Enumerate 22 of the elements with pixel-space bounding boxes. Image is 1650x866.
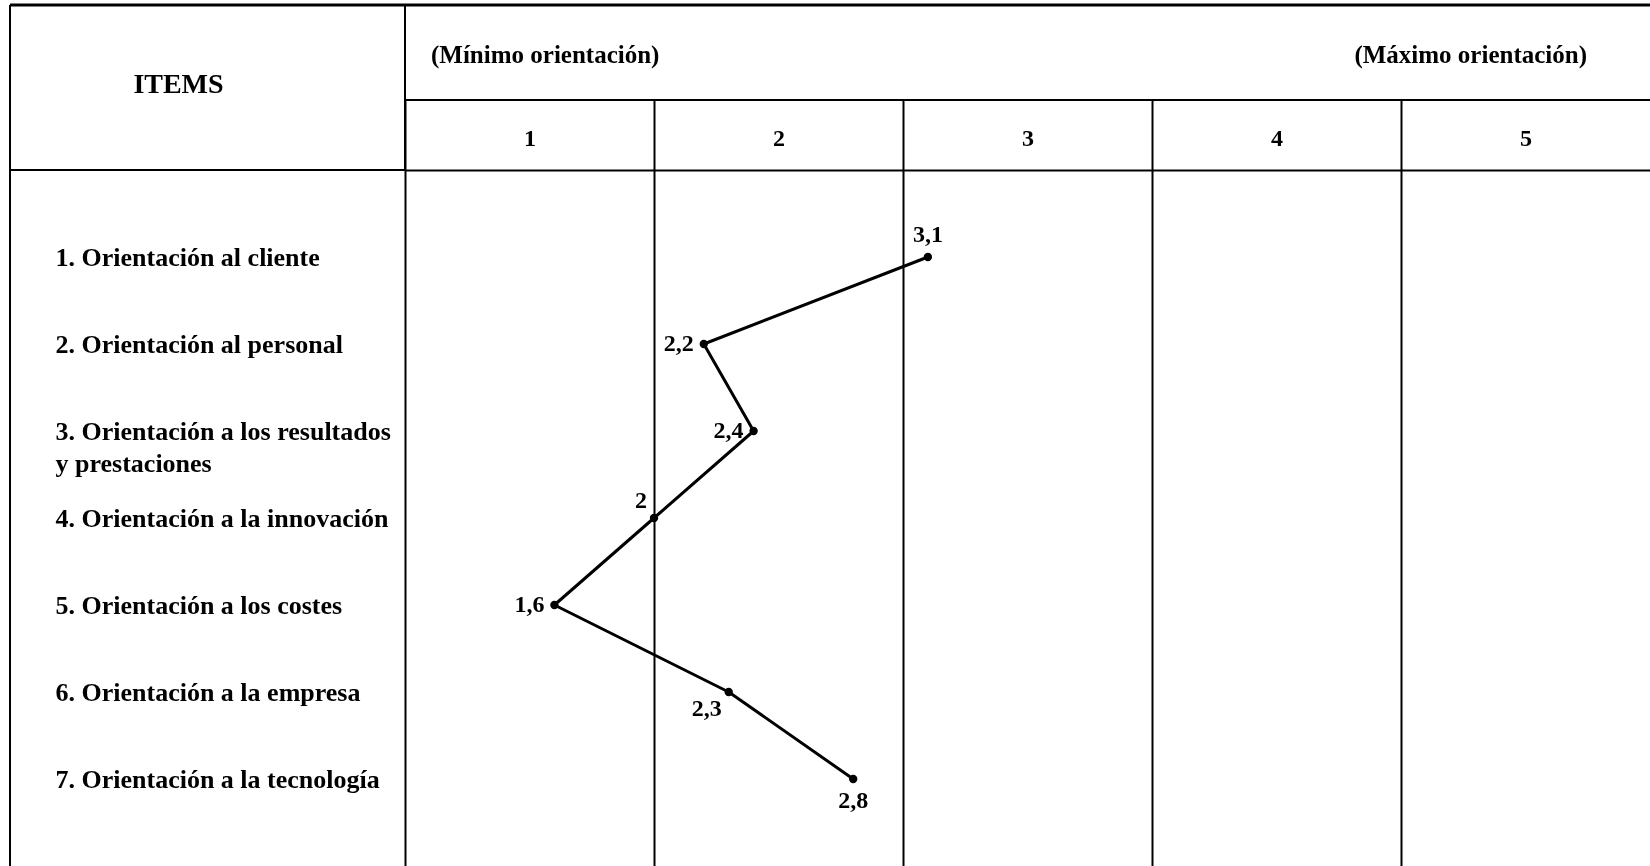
- text: (Mínimo orientación): [431, 41, 660, 69]
- y-tick-label: 4. Orientación a la innovación: [55, 503, 389, 533]
- text: (Máximo orientación): [1354, 41, 1587, 69]
- data-label: 1,6: [514, 591, 545, 617]
- x-tick-label: 2: [773, 124, 785, 151]
- y-tick-label: 2. Orientación al personal: [55, 329, 343, 359]
- y-tick-label: 3. Orientación a los resultados y prestaciones: [55, 416, 391, 478]
- y-tick-label: 1. Orientación al cliente: [55, 242, 320, 272]
- y-axis-title: ITEMS: [133, 67, 224, 99]
- x-tick-label: 5: [1520, 124, 1532, 151]
- data-label: 3,1: [912, 221, 943, 247]
- x-tick-label: 3: [1022, 124, 1034, 151]
- data-label: 2,8: [838, 787, 869, 813]
- data-label: 2,4: [713, 417, 744, 443]
- data-label: 2: [635, 487, 647, 513]
- y-tick-label: 6. Orientación a la empresa: [55, 677, 361, 707]
- data-label: 2,3: [691, 695, 722, 721]
- data-label: 2,2: [663, 330, 694, 356]
- y-tick-label: 7. Orientación a la tecnología: [55, 764, 380, 794]
- x-tick-label: 4: [1271, 124, 1283, 151]
- x-tick-label: 1: [524, 124, 536, 151]
- y-tick-label: 5. Orientación a los costes: [55, 590, 343, 620]
